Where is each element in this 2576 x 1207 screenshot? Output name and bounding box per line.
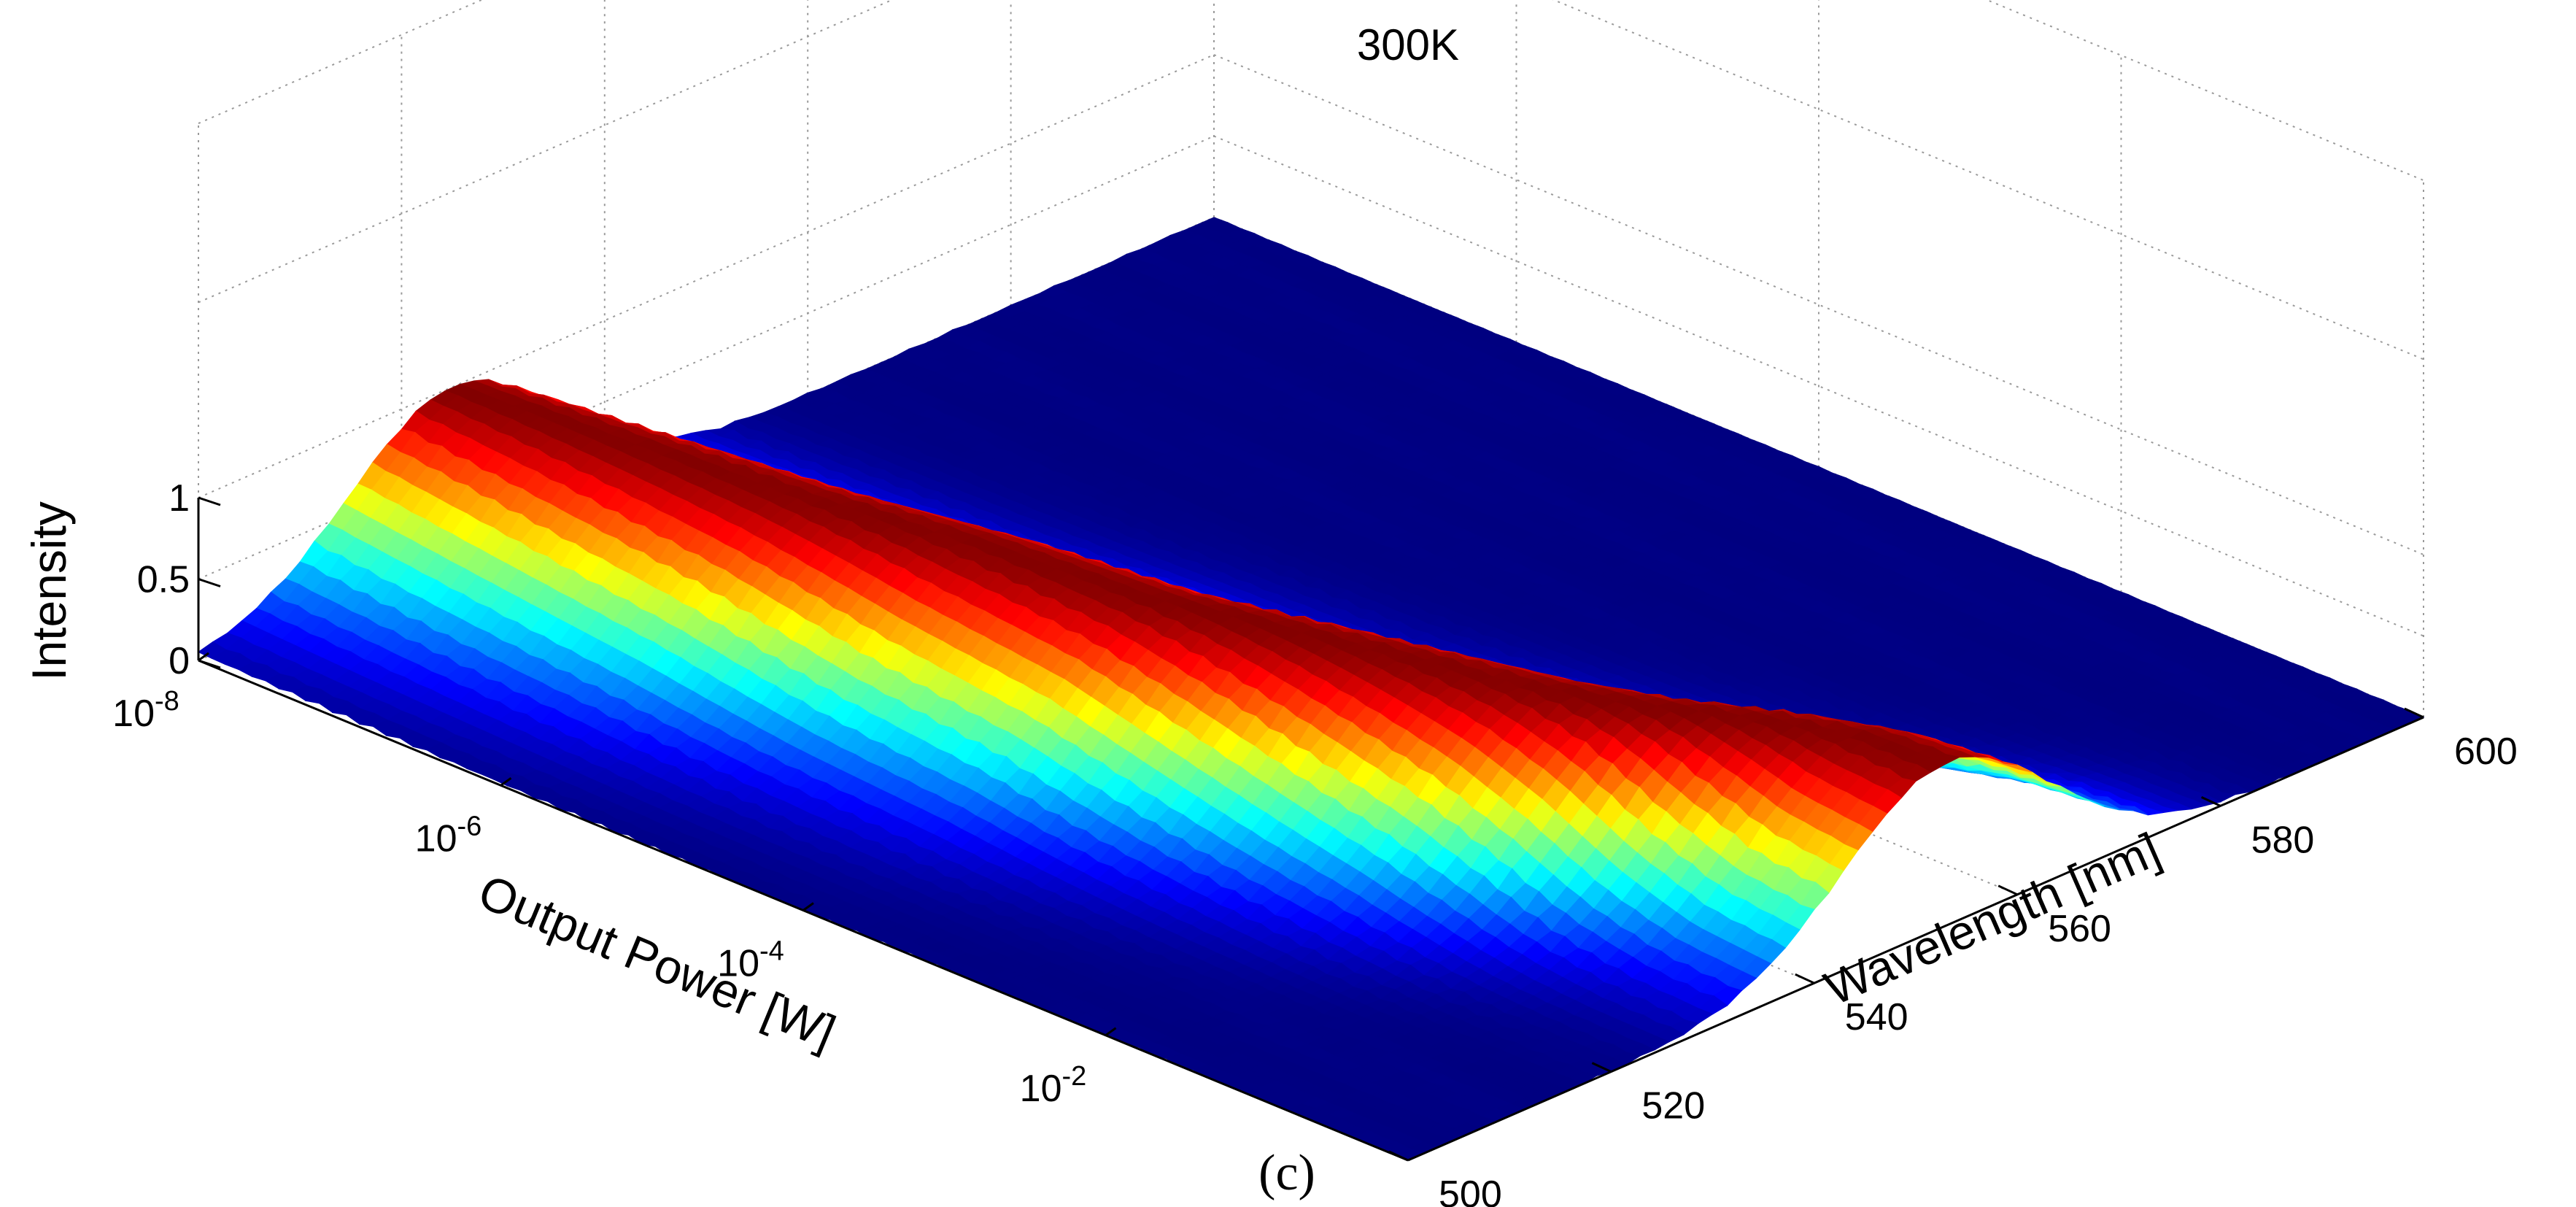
grid-line-z-side bbox=[198, 0, 484, 125]
grid-line-z-side bbox=[198, 0, 894, 304]
surface-layer bbox=[197, 217, 2425, 1161]
